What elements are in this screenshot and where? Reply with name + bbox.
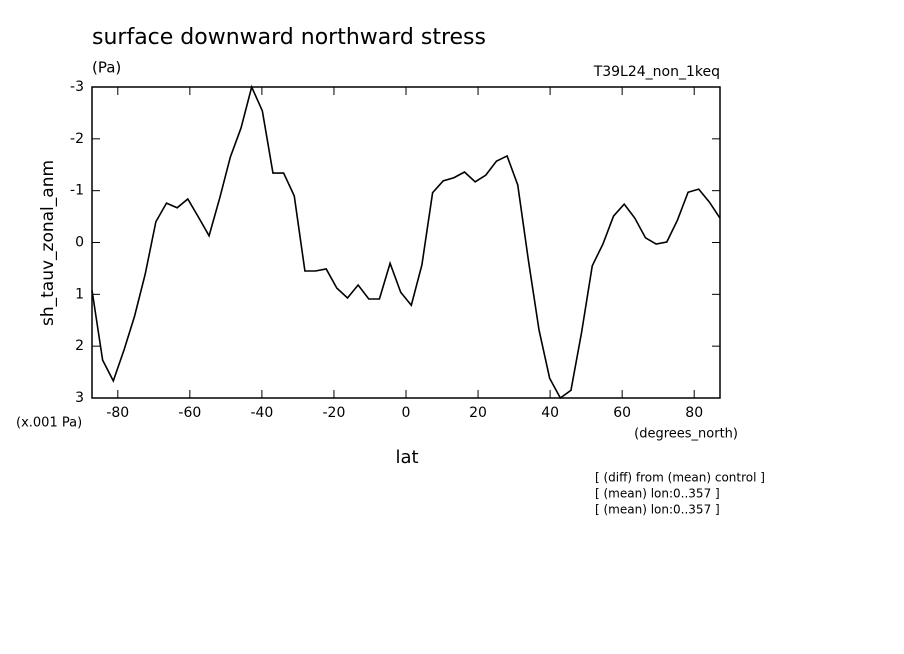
x-tick-label: 20 bbox=[469, 405, 487, 421]
y-tick-label: 2 bbox=[75, 338, 84, 354]
x-tick-label: -80 bbox=[106, 405, 129, 421]
y-tick-label: -2 bbox=[70, 131, 84, 147]
x-tick-label: -40 bbox=[250, 405, 273, 421]
note: [ (mean) lon:0..357 ] bbox=[595, 503, 720, 517]
x-unit: (degrees_north) bbox=[634, 427, 738, 442]
y-tick-label: 1 bbox=[75, 286, 84, 302]
chart-title: surface downward northward stress bbox=[92, 25, 486, 50]
subtitle: (Pa) bbox=[92, 59, 121, 77]
y-unit: (x.001 Pa) bbox=[16, 416, 82, 431]
x-tick-label: -20 bbox=[323, 405, 346, 421]
x-axis-label: lat bbox=[395, 447, 418, 468]
y-tick-label: -3 bbox=[70, 79, 84, 95]
run-label: T39L24_non_1keq bbox=[593, 64, 720, 80]
y-tick-label: 0 bbox=[75, 235, 84, 251]
x-tick-label: -60 bbox=[178, 405, 201, 421]
x-tick-label: 40 bbox=[541, 405, 559, 421]
note: [ (diff) from (mean) control ] bbox=[595, 471, 765, 485]
y-axis-label: sh_tauv_zonal_anm bbox=[38, 160, 58, 326]
note: [ (mean) lon:0..357 ] bbox=[595, 487, 720, 501]
x-tick-label: 60 bbox=[613, 405, 631, 421]
x-tick-label: 0 bbox=[402, 405, 411, 421]
data-line bbox=[91, 84, 721, 400]
x-tick-label: 80 bbox=[685, 405, 703, 421]
y-tick-label: 3 bbox=[75, 390, 84, 406]
y-tick-label: -1 bbox=[70, 183, 84, 199]
